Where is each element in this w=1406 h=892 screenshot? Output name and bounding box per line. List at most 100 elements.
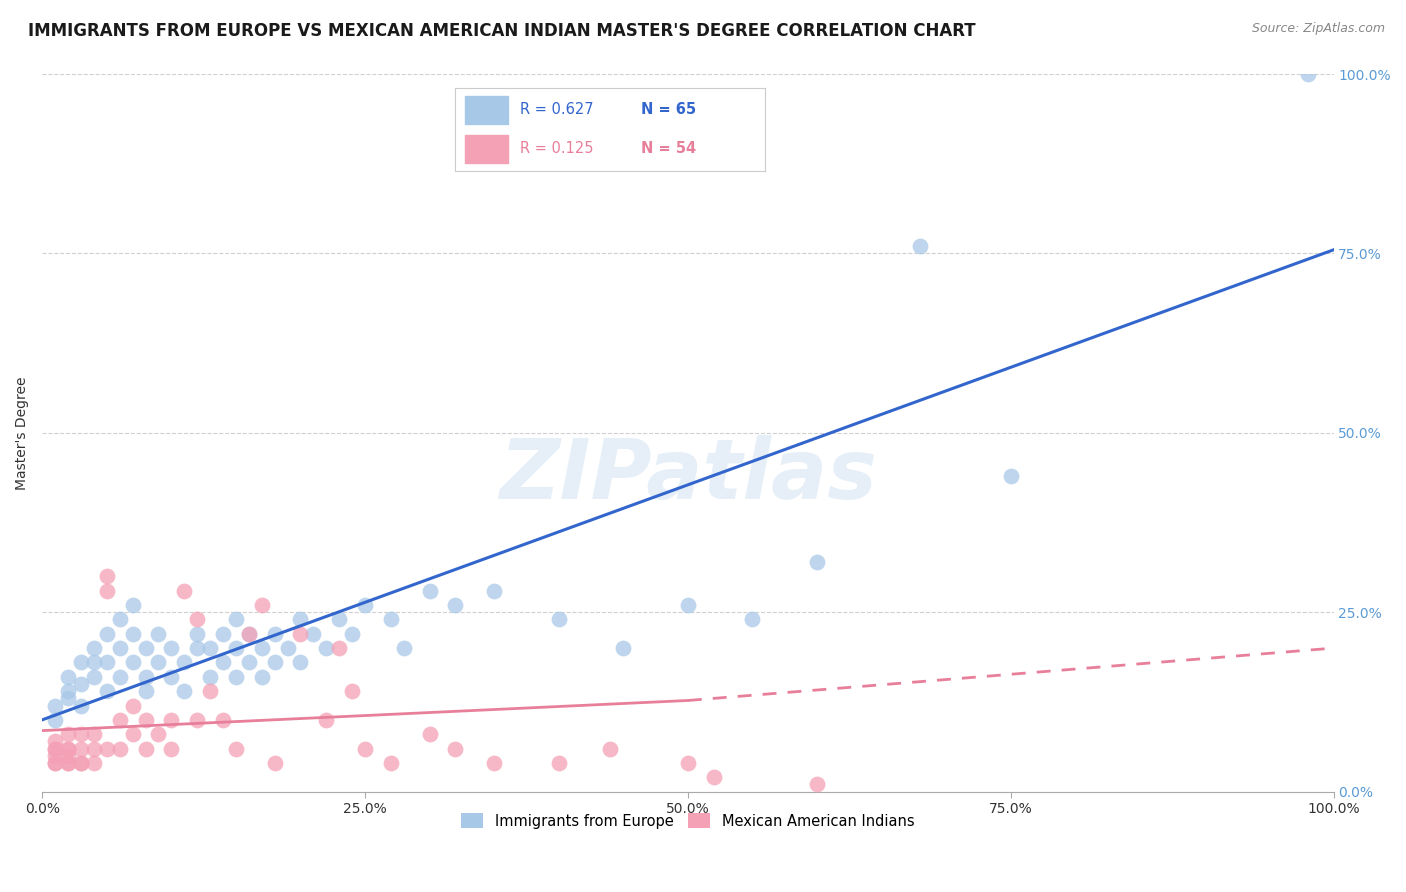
Point [70, 756, 93, 770]
Point [96, 569, 118, 583]
Point [806, 555, 828, 569]
Point [703, 770, 725, 784]
Point [186, 626, 208, 640]
Point [599, 741, 621, 756]
Point [108, 641, 131, 656]
Point [96, 684, 118, 698]
Point [70, 741, 93, 756]
Point [547, 756, 569, 770]
Point [238, 656, 260, 670]
Point [225, 670, 247, 684]
Point [198, 684, 221, 698]
Point [340, 684, 363, 698]
Point [56, 741, 79, 756]
Point [1296, 67, 1319, 81]
Point [290, 612, 312, 626]
Point [121, 727, 143, 741]
Point [277, 641, 299, 656]
Point [212, 713, 235, 727]
Point [186, 641, 208, 656]
Point [96, 626, 118, 640]
Point [160, 713, 183, 727]
Point [444, 598, 467, 612]
Point [44, 748, 66, 763]
Point [741, 612, 763, 626]
Point [263, 626, 285, 640]
Text: IMMIGRANTS FROM EUROPE VS MEXICAN AMERICAN INDIAN MASTER'S DEGREE CORRELATION CH: IMMIGRANTS FROM EUROPE VS MEXICAN AMERIC… [28, 22, 976, 40]
Point [134, 741, 156, 756]
Point [83, 641, 105, 656]
Point [160, 641, 183, 656]
Point [444, 741, 467, 756]
Point [250, 641, 273, 656]
Point [148, 656, 170, 670]
Point [134, 713, 156, 727]
Point [676, 598, 699, 612]
Point [56, 727, 79, 741]
Point [44, 713, 66, 727]
Point [225, 741, 247, 756]
Point [263, 656, 285, 670]
Point [83, 756, 105, 770]
Point [44, 756, 66, 770]
Point [96, 741, 118, 756]
Point [56, 670, 79, 684]
Point [56, 691, 79, 706]
Point [263, 756, 285, 770]
Point [354, 741, 377, 756]
Text: ZIPatlas: ZIPatlas [499, 435, 877, 516]
Point [212, 626, 235, 640]
Point [173, 684, 195, 698]
Point [108, 612, 131, 626]
Point [612, 641, 634, 656]
Point [328, 612, 350, 626]
Point [56, 741, 79, 756]
Point [96, 656, 118, 670]
Point [482, 583, 505, 598]
Point [1000, 468, 1022, 483]
Legend: Immigrants from Europe, Mexican American Indians: Immigrants from Europe, Mexican American… [456, 807, 920, 835]
Y-axis label: Master's Degree: Master's Degree [15, 376, 30, 490]
Point [198, 670, 221, 684]
Point [315, 641, 337, 656]
Point [250, 670, 273, 684]
Point [56, 756, 79, 770]
Point [547, 612, 569, 626]
Point [380, 612, 402, 626]
Point [134, 641, 156, 656]
Point [108, 741, 131, 756]
Point [44, 756, 66, 770]
Point [121, 698, 143, 713]
Point [83, 670, 105, 684]
Point [160, 670, 183, 684]
Point [70, 756, 93, 770]
Point [380, 756, 402, 770]
Point [134, 670, 156, 684]
Point [302, 626, 325, 640]
Point [910, 239, 932, 253]
Point [70, 677, 93, 691]
Point [225, 612, 247, 626]
Point [108, 670, 131, 684]
Point [340, 626, 363, 640]
Point [121, 626, 143, 640]
Point [44, 698, 66, 713]
Point [225, 641, 247, 656]
Point [83, 727, 105, 741]
Text: Source: ZipAtlas.com: Source: ZipAtlas.com [1251, 22, 1385, 36]
Point [70, 656, 93, 670]
Point [83, 656, 105, 670]
Point [134, 684, 156, 698]
Point [419, 583, 441, 598]
Point [44, 734, 66, 748]
Point [121, 656, 143, 670]
Point [173, 656, 195, 670]
Point [328, 641, 350, 656]
Point [186, 713, 208, 727]
Point [44, 741, 66, 756]
Point [148, 626, 170, 640]
Point [173, 583, 195, 598]
Point [238, 626, 260, 640]
Point [198, 641, 221, 656]
Point [212, 656, 235, 670]
